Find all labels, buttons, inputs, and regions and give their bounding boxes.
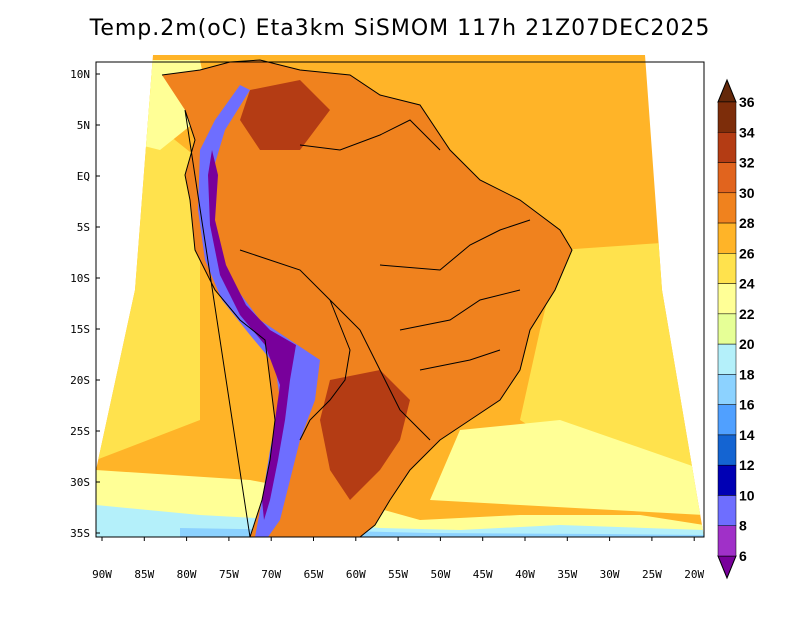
colorbar-swatch bbox=[717, 374, 737, 405]
longitude-label: 55W bbox=[388, 568, 408, 581]
colorbar-label: 6 bbox=[739, 548, 747, 564]
longitude-label: 80W bbox=[177, 568, 197, 581]
colorbar-swatch bbox=[717, 525, 737, 557]
longitude-label: 20W bbox=[684, 568, 704, 581]
hot-interior bbox=[240, 80, 410, 500]
longitude-label: 75W bbox=[219, 568, 239, 581]
colorbar-label: 36 bbox=[739, 94, 755, 110]
longitude-label: 30W bbox=[600, 568, 620, 581]
andes-colder-peaks bbox=[208, 150, 296, 520]
map-title: Temp.2m(oC) Eta3km SiSMOM 117h 21Z07DEC2… bbox=[89, 16, 711, 41]
colorbar-label: 28 bbox=[739, 215, 755, 231]
ocean-mid-band bbox=[96, 60, 704, 480]
colorbar-min-triangle bbox=[717, 555, 737, 580]
latitude-axis: 10N 5N EQ 5S 10S 15S 20S 25S 30S 35S bbox=[70, 68, 100, 540]
colorbar-label: 34 bbox=[739, 124, 755, 140]
south-america-land bbox=[162, 60, 572, 537]
colorbar-label: 32 bbox=[739, 155, 755, 171]
colorbar-swatch bbox=[717, 434, 737, 466]
coastline bbox=[161, 59, 573, 538]
colorbar-swatch bbox=[717, 101, 737, 133]
longitude-label: 90W bbox=[92, 568, 112, 581]
colorbar-swatch bbox=[717, 404, 737, 436]
colorbar-label: 30 bbox=[739, 185, 755, 201]
latitude-label: 30S bbox=[70, 476, 90, 489]
colorbar-label: 22 bbox=[739, 306, 755, 322]
colorbar-swatch bbox=[717, 313, 737, 345]
colorbar-swatch bbox=[717, 222, 737, 254]
colorbar-label: 26 bbox=[739, 245, 755, 261]
colorbar-swatch bbox=[717, 253, 737, 284]
colorbar-label: 14 bbox=[739, 427, 755, 443]
colorbar-label: 8 bbox=[739, 518, 747, 534]
longitude-label: 45W bbox=[473, 568, 493, 581]
longitude-label: 40W bbox=[515, 568, 535, 581]
colorbar-label: 18 bbox=[739, 366, 755, 382]
latitude-label: 15S bbox=[70, 323, 90, 336]
longitude-label: 25W bbox=[642, 568, 662, 581]
longitude-label: 50W bbox=[430, 568, 450, 581]
ocean-cool-band bbox=[96, 60, 704, 537]
temperature-colorbar: 36 34 32 30 28 26 24 22 20 18 16 14 12 10 8 6 bbox=[717, 78, 755, 580]
colorbar-swatch bbox=[717, 192, 737, 224]
andes-cold-range bbox=[198, 85, 320, 537]
colorbar-swatch bbox=[717, 283, 737, 315]
colorbar-swatch bbox=[717, 343, 737, 375]
ocean-cold-band bbox=[96, 505, 704, 537]
colorbar-label: 16 bbox=[739, 397, 755, 413]
political-borders bbox=[161, 59, 573, 538]
latitude-label: 35S bbox=[70, 527, 90, 540]
colorbar-max-triangle bbox=[717, 78, 737, 103]
colorbar-swatch bbox=[717, 132, 737, 163]
colorbar-label: 10 bbox=[739, 487, 755, 503]
colorbar-label: 24 bbox=[739, 276, 755, 292]
longitude-label: 35W bbox=[557, 568, 577, 581]
map-frame bbox=[95, 61, 705, 538]
longitude-label: 85W bbox=[134, 568, 154, 581]
longitude-label: 65W bbox=[304, 568, 324, 581]
longitude-label: 70W bbox=[261, 568, 281, 581]
model-domain bbox=[96, 55, 704, 537]
latitude-label: EQ bbox=[77, 170, 90, 183]
latitude-label: 10N bbox=[70, 68, 90, 81]
colorbar-swatch bbox=[717, 495, 737, 526]
brazil-border bbox=[239, 119, 531, 441]
longitude-axis: 90W 85W 80W 75W 70W 65W 60W 55W 50W 45W 40W 35W 30W 2… bbox=[92, 537, 705, 581]
latitude-label: 5S bbox=[77, 221, 90, 234]
latitude-label: 5N bbox=[77, 119, 90, 132]
latitude-label: 20S bbox=[70, 374, 90, 387]
latitude-label: 25S bbox=[70, 425, 90, 438]
colorbar-swatch bbox=[717, 162, 737, 194]
colorbar-label: 20 bbox=[739, 336, 755, 352]
colorbar-label: 12 bbox=[739, 457, 755, 473]
latitude-label: 10S bbox=[70, 272, 90, 285]
longitude-label: 60W bbox=[346, 568, 366, 581]
colorbar-swatch bbox=[717, 464, 737, 496]
